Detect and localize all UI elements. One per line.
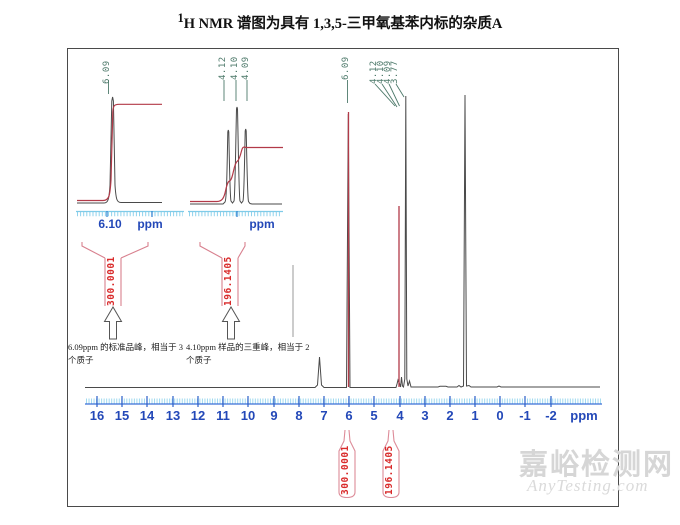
inset-left-integral-value: 300.0001 [106,256,117,306]
axis-tick-label: 6 [345,408,353,423]
axis-tick-label: 10 [240,408,256,423]
annotation-arrow-left-icon [103,306,123,340]
inset-right-trace [190,106,282,205]
inset-right-peak-label-2: 4.10 [230,56,240,80]
inset-left-peak-label: 6.09 [102,60,112,84]
inset-left-trace [77,96,162,204]
integral-funnel-right [199,242,246,306]
integral-vial-right [382,429,400,499]
inset-right-axis-unit: ppm [249,217,275,231]
inset-left-integral-curve [77,103,162,202]
title-superscript: 1 [177,11,184,25]
axis-tick-label: 9 [270,408,278,423]
axis-tick-label: 15 [114,408,130,423]
axis-unit-label: ppm [570,408,598,423]
axis-integral-value-left: 300.0001 [340,445,351,495]
annotation-sample-peak: 4.10ppm 样品的三重峰，相当于 2 个质子 [186,342,310,366]
integral-vial-left [338,429,356,499]
axis-tick-label: 1 [471,408,479,423]
page-title: 1H NMR 谱图为具有 1,3,5-三甲氧基苯内标的杂质A [0,11,680,33]
watermark-site-name: 嘉峪检测网 [519,449,675,481]
integral-funnel-left [81,242,149,306]
axis-tick-label: 0 [496,408,504,423]
main-peak-label-6-09: 6.09 [341,56,351,80]
axis-integral-value-right: 196.1405 [384,445,395,495]
axis-tick-label: 4 [396,408,404,423]
inset-right-peak-pick-lines [223,80,248,101]
main-peak-pick-fan [374,83,405,108]
axis-tick-label: 13 [165,408,181,423]
inset-right-peak-label-1: 4.12 [218,56,228,80]
axis-tick-label: -2 [545,408,557,423]
axis-tick-label: 8 [295,408,303,423]
inset-right-integral-curve [190,146,283,203]
main-spectrum-trace [85,94,600,389]
main-axis-major-ticks [96,396,552,407]
axis-tick-label: 3 [421,408,429,423]
axis-tick-label: 2 [446,408,454,423]
main-peak-label-3-77: 3.77 [390,60,400,84]
axis-tick-label: 16 [89,408,105,423]
spectrum-frame [67,48,619,507]
title-text: H NMR 谱图为具有 1,3,5-三甲氧基苯内标的杂质A [183,15,503,32]
annotation-arrow-right-icon [221,306,241,340]
inset-left-ruler-major-ticks [106,211,153,217]
axis-tick-label: 11 [216,408,230,423]
axis-tick-label: 5 [370,408,378,423]
inset-left-axis-unit: ppm [137,217,163,231]
watermark-site-url: AnyTesting.com [527,476,649,495]
inset-right-integral-value: 196.1405 [223,256,234,306]
annotation-standard-peak: 6.09ppm 的标准品峰，相当于 3 个质子 [68,342,183,366]
axis-tick-label: 12 [190,408,206,423]
inset-right-peak-label-3: 4.09 [241,56,251,80]
axis-tick-label: -1 [519,408,531,423]
axis-tick-label: 14 [139,408,155,423]
axis-tick-label: 7 [320,408,328,423]
inset-left-axis-tick-label: 6.10 [98,217,122,231]
